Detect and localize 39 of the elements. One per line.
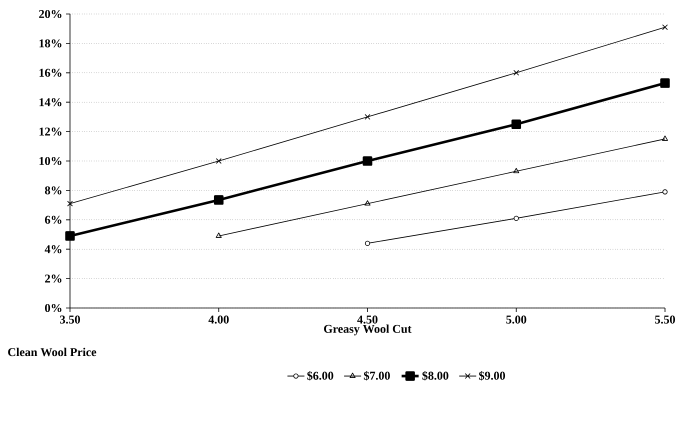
y-tick-label: 10% xyxy=(40,156,62,166)
point xyxy=(364,114,370,120)
point xyxy=(513,168,520,174)
legend-label: $6.00 xyxy=(307,370,334,381)
x-tick-label: 5.50 xyxy=(655,316,676,324)
point xyxy=(514,216,519,221)
y-tick-label: 14% xyxy=(40,98,62,106)
y-tick-label: 4% xyxy=(44,245,62,254)
legend-title: Clean Wool Price xyxy=(8,348,96,356)
y-tick-label: 16% xyxy=(40,68,62,77)
y-tick-label: 0% xyxy=(45,304,62,312)
y-tick-label: 20% xyxy=(39,10,62,18)
y-tick-label: 2% xyxy=(45,274,62,283)
point xyxy=(216,158,222,164)
point xyxy=(513,70,520,76)
legend-label: $9.00 xyxy=(479,370,506,381)
point xyxy=(67,200,73,206)
x-tick-label: 4.00 xyxy=(208,316,229,324)
y-tick-label: 12% xyxy=(40,128,62,136)
point xyxy=(662,189,668,194)
legend-label: $8.00 xyxy=(422,370,448,381)
y-tick-label: 18% xyxy=(40,39,62,48)
point xyxy=(662,24,668,30)
point xyxy=(65,231,75,241)
y-tick-label: 8% xyxy=(44,186,62,194)
x-tick-label: 3.50 xyxy=(60,316,80,324)
x-tick-label: 5.00 xyxy=(506,316,526,324)
point xyxy=(362,156,372,166)
x-tick-label: 4.50 xyxy=(357,316,378,324)
y-tick-label: 6% xyxy=(44,216,62,224)
point xyxy=(660,78,670,88)
point xyxy=(364,200,370,206)
x-axis-title: Greasy Wool Cut xyxy=(324,324,412,336)
point xyxy=(364,240,370,246)
legend-label: $7.00 xyxy=(364,370,390,381)
point xyxy=(214,195,224,205)
point xyxy=(216,232,222,238)
point xyxy=(511,119,522,130)
point xyxy=(662,136,668,141)
